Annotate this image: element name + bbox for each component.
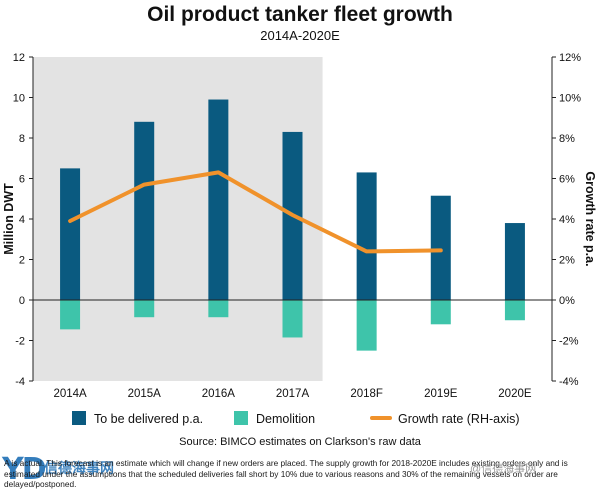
x-tick-label-2017A: 2017A <box>276 388 310 400</box>
bar-delivered-2020E <box>504 223 525 300</box>
right-tick-label: -4% <box>559 376 579 388</box>
bar-demolition-2019E <box>430 300 451 325</box>
left-tick-label: 6 <box>19 174 25 186</box>
actual-period-shading <box>33 57 323 381</box>
left-tick-label: 4 <box>19 214 25 226</box>
chart-subtitle: 2014A-2020E <box>260 28 340 43</box>
bar-demolition-2016A <box>208 300 229 318</box>
legend-label-1: Demolition <box>256 412 315 426</box>
footnote-area: YD 信德海事网 A is actual. This forecast is a… <box>0 452 600 495</box>
right-tick-label: 4% <box>559 214 575 226</box>
bar-demolition-2015A <box>134 300 155 318</box>
x-tick-label-2019E: 2019E <box>424 388 458 400</box>
y-axis-label-left: Million DWT <box>2 183 16 255</box>
chart-title: Oil product tanker fleet growth <box>147 3 453 26</box>
footnote-text: A is actual. This forecast is an estimat… <box>4 458 568 489</box>
right-tick-labels: -4% -2% 0% 2% 4% 6% 8% 10% 12% <box>552 52 581 388</box>
watermark-right: @信德海事网 <box>470 463 537 475</box>
bar-delivered-2014A <box>60 168 81 300</box>
left-tick-label: -4 <box>15 376 25 388</box>
y-axis-label-right: Growth rate p.a. <box>583 171 597 266</box>
x-tick-label-2020E: 2020E <box>498 388 532 400</box>
x-tick-label-2018F: 2018F <box>350 388 383 400</box>
source-text: Source: BIMCO estimates on Clarkson's ra… <box>179 436 422 448</box>
right-tick-label: 10% <box>559 93 581 105</box>
legend-swatch-0 <box>72 411 86 425</box>
left-tick-label: 0 <box>19 295 25 307</box>
bar-demolition-2014A <box>60 300 81 330</box>
growth-rate-line <box>68 170 443 254</box>
left-tick-label: 2 <box>19 255 25 267</box>
bar-layer <box>60 99 525 351</box>
bar-delivered-2015A <box>134 121 155 300</box>
right-tick-label: -2% <box>559 336 579 348</box>
x-tick-labels: 2014A 2015A 2016A 2017A 2018F 2019E 2020E <box>53 388 531 400</box>
right-tick-label: 6% <box>559 174 575 186</box>
watermark-logo: YD <box>2 452 47 487</box>
x-tick-label-2015A: 2015A <box>128 388 162 400</box>
legend-label-0: To be delivered p.a. <box>94 412 203 426</box>
left-tick-labels: -4 -2 0 2 4 6 8 10 12 <box>13 52 33 388</box>
bar-delivered-2016A <box>208 99 229 301</box>
bar-delivered-2019E <box>430 195 451 300</box>
legend-swatch-1 <box>234 411 248 425</box>
bar-demolition-2017A <box>282 300 303 338</box>
legend: To be delivered p.a. Demolition Growth rat… <box>72 411 520 426</box>
growth-line-layer <box>68 170 443 254</box>
right-tick-label: 0% <box>559 295 575 307</box>
bar-demolition-2018F <box>356 300 377 351</box>
bar-demolition-2020E <box>504 300 525 321</box>
x-tick-label-2014A: 2014A <box>53 388 87 400</box>
right-tick-label: 12% <box>559 52 581 64</box>
bar-delivered-2018F <box>356 172 377 300</box>
right-tick-label: 2% <box>559 255 575 267</box>
watermark-logo-cn: 信德海事网 <box>44 461 114 477</box>
left-tick-label: -2 <box>15 336 25 348</box>
left-tick-label: 12 <box>13 52 25 64</box>
left-tick-label: 10 <box>13 93 25 105</box>
x-tick-label-2016A: 2016A <box>202 388 236 400</box>
left-tick-label: 8 <box>19 133 25 145</box>
chart: -4 -2 0 2 4 6 8 10 12 -4% -2% 0% 2% 4% 6% 8% 10% 12% 201… <box>2 3 597 448</box>
legend-label-2: Growth rate (RH-axis) <box>398 412 520 426</box>
right-tick-label: 8% <box>559 133 575 145</box>
